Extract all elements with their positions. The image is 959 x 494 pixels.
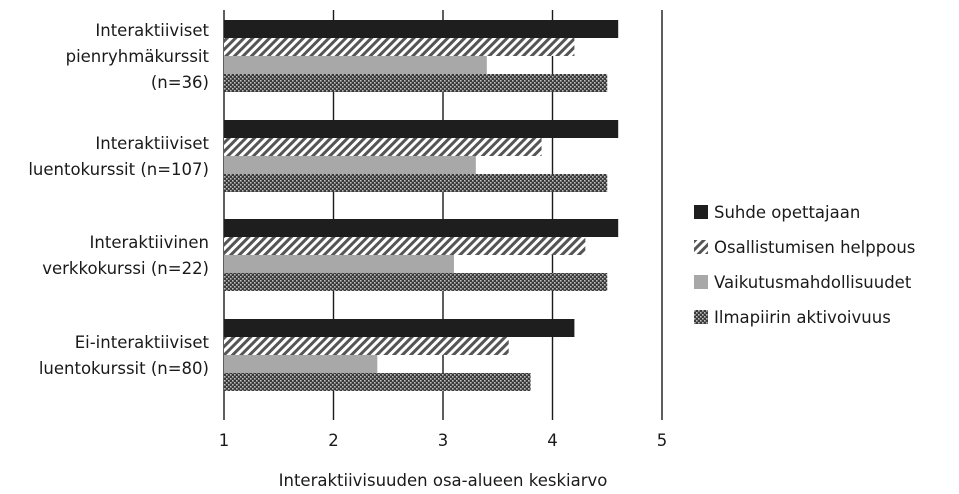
x-tick-label: 3 — [438, 431, 449, 450]
bar — [224, 56, 487, 74]
category-label: Interaktiivinen verkkokurssi (n=22) — [42, 233, 209, 278]
bar — [224, 20, 619, 38]
category-labels: Interaktiiviset pienryhmäkurssit (n=36) Int… — [28, 21, 209, 378]
bar — [224, 174, 608, 192]
bar — [224, 38, 575, 56]
bar — [224, 219, 619, 237]
x-tick-label: 2 — [328, 431, 339, 450]
bar — [224, 373, 531, 391]
x-tick-label: 4 — [547, 431, 558, 450]
bar — [224, 237, 586, 255]
bar — [224, 138, 542, 156]
bar — [224, 74, 608, 92]
bar — [224, 319, 575, 337]
legend-swatch — [694, 205, 708, 219]
category-label: Interaktiiviset luentokurssit (n=107) — [28, 134, 209, 179]
legend-swatch — [694, 275, 708, 289]
x-tick-label: 5 — [657, 431, 668, 450]
bars — [224, 20, 619, 391]
legend: Suhde opettajaan Osallistumisen helppous V… — [694, 203, 915, 327]
x-tick-label: 1 — [219, 431, 230, 450]
x-axis-title: Interaktiivisuuden osa-alueen keskiarvo — [279, 471, 608, 490]
legend-swatch — [694, 310, 708, 324]
legend-label: Ilmapiirin aktivoivuus — [714, 308, 891, 327]
bar — [224, 120, 619, 138]
bar — [224, 273, 608, 291]
bar — [224, 156, 476, 174]
bar — [224, 337, 509, 355]
bar — [224, 355, 378, 373]
legend-label: Osallistumisen helppous — [714, 238, 915, 257]
x-axis: 1 2 3 4 5 — [219, 431, 668, 450]
bar — [224, 255, 454, 273]
category-label: Ei-interaktiiviset luentokurssit (n=80) — [39, 333, 210, 378]
legend-label: Vaikutusmahdollisuudet — [714, 273, 912, 292]
category-label: Interaktiiviset pienryhmäkurssit (n=36) — [66, 21, 210, 92]
legend-label: Suhde opettajaan — [714, 203, 860, 222]
legend-swatch — [694, 240, 708, 254]
